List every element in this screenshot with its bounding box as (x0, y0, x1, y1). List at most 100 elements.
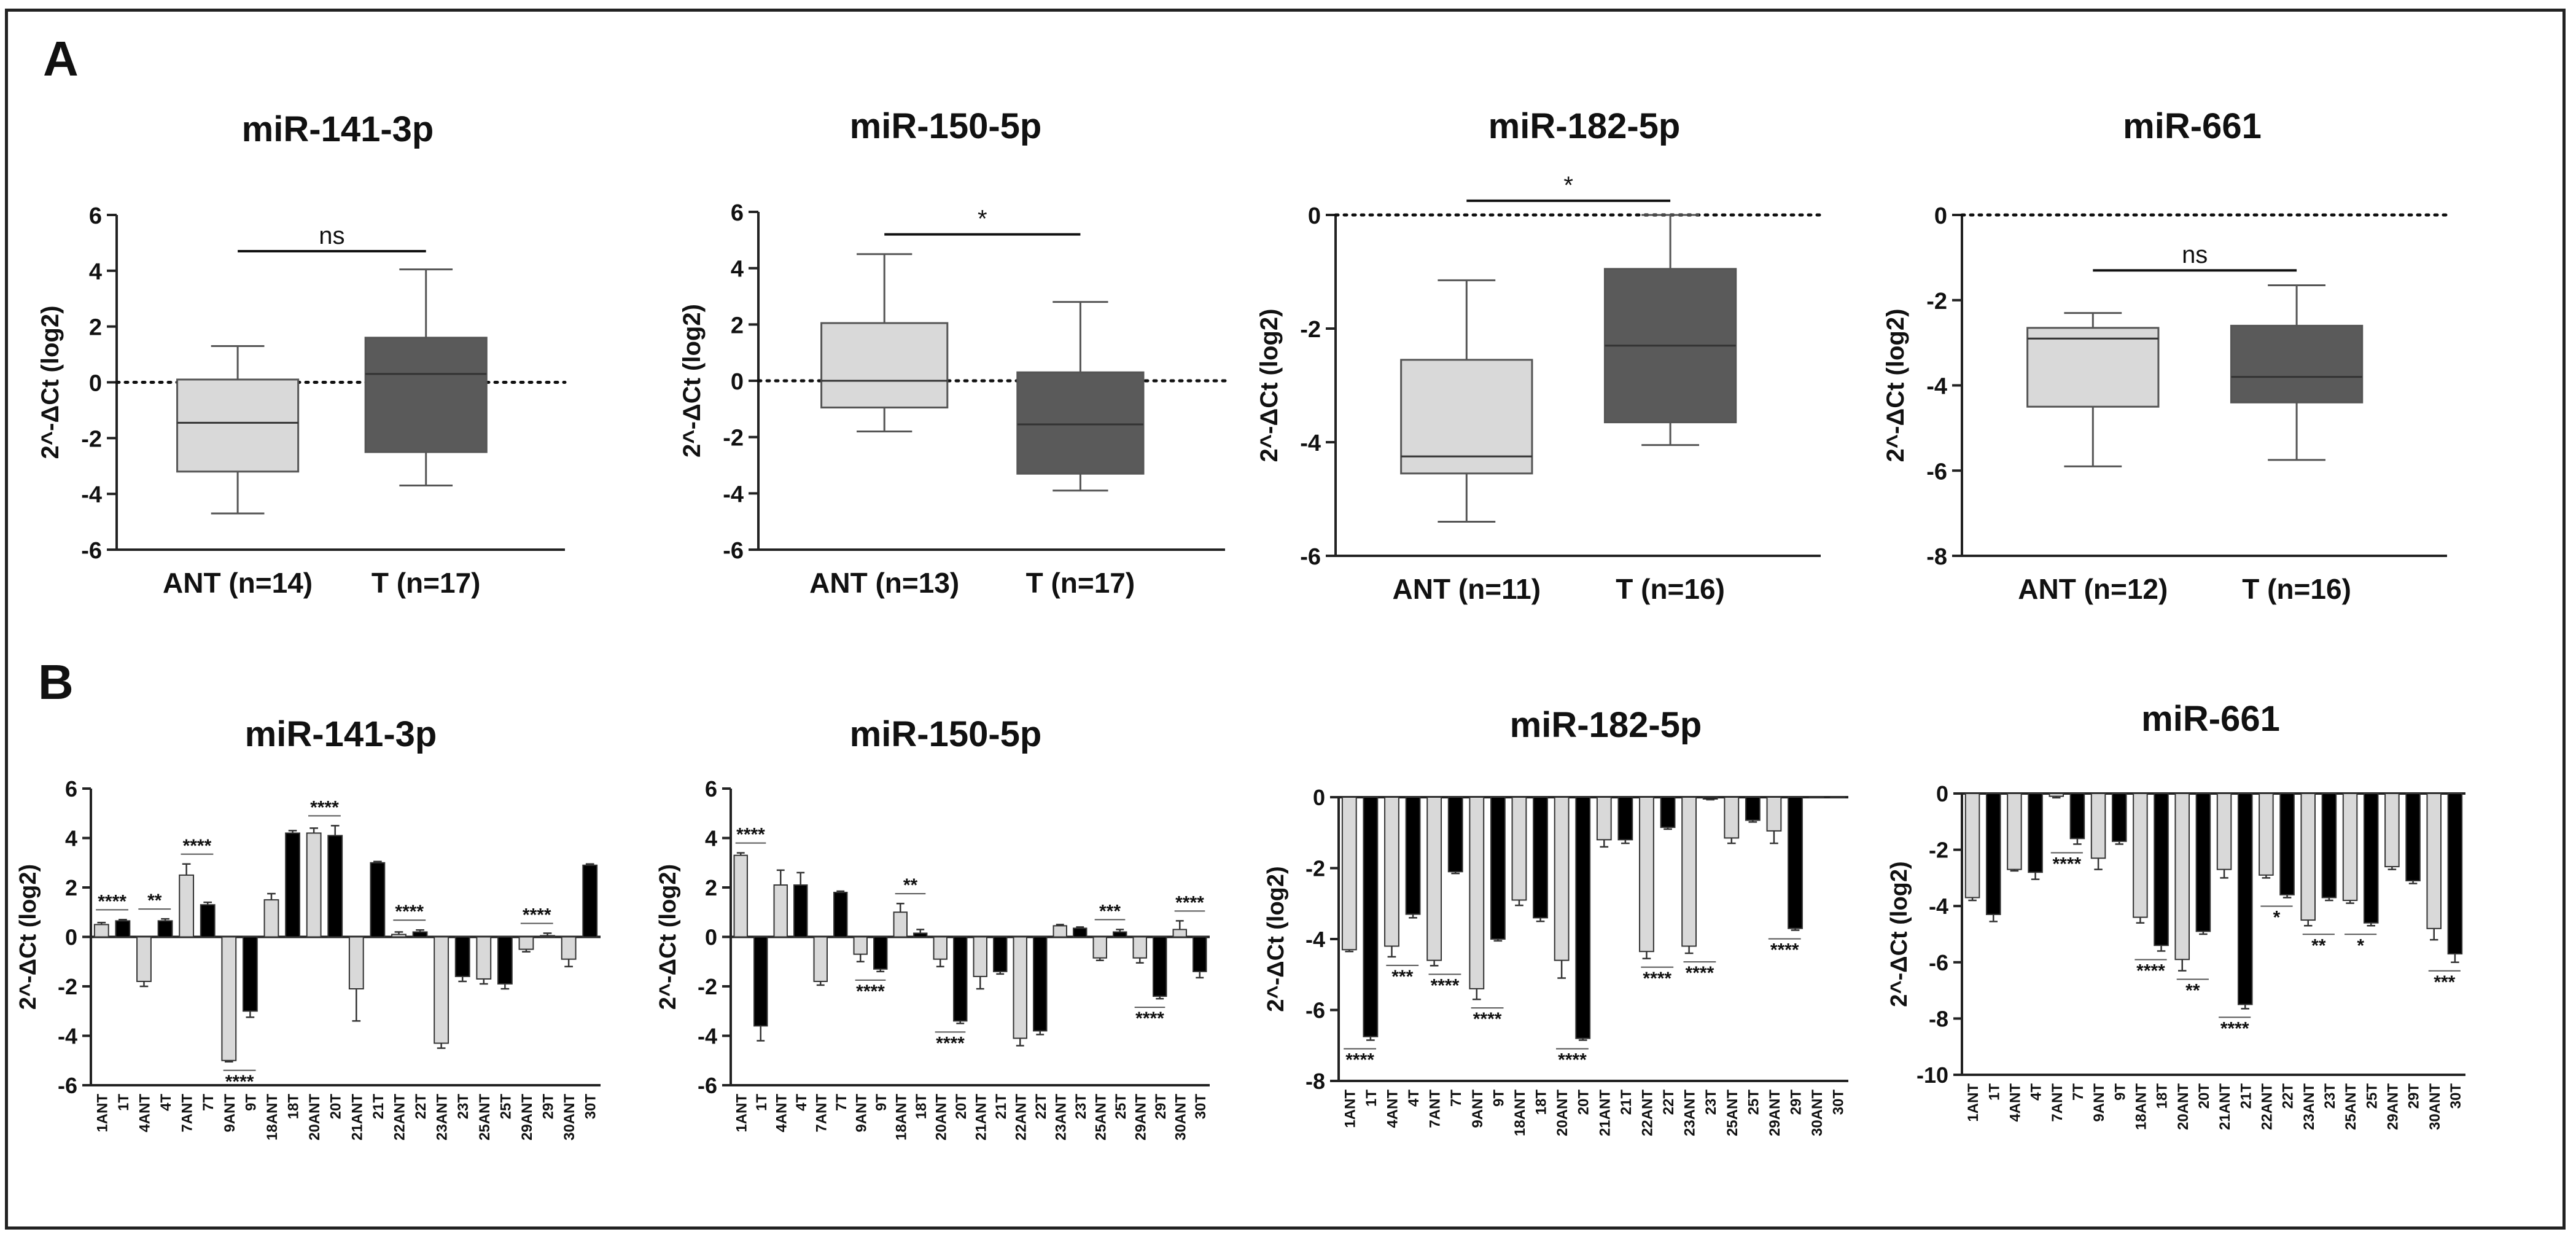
b2-category-label: 7ANT (813, 1094, 830, 1133)
b3-ant-bar (1724, 797, 1740, 839)
b4-significance-label: * (2357, 935, 2364, 956)
b3-significance-label: **** (1473, 1009, 1502, 1029)
b2-ant-bar (773, 884, 788, 938)
a1-t-category-label: T (n=17) (372, 567, 481, 599)
b4-category-label: 18ANT (2133, 1083, 2149, 1130)
b4-category-label: 18T (2154, 1083, 2171, 1109)
a4-y-tick-label: -6 (1926, 459, 1947, 485)
b1-t-bar (412, 931, 428, 938)
b1-category-label: 7T (200, 1094, 217, 1111)
b2-category-label: 25T (1113, 1094, 1129, 1120)
b3-t-bar (1745, 797, 1761, 821)
b1-category-label: 7ANT (179, 1094, 196, 1133)
b3-significance-label: *** (1391, 967, 1413, 987)
b2-significance-label: **** (936, 1033, 965, 1053)
b2-category-label: 23ANT (1053, 1094, 1069, 1141)
b3-category-label: 23ANT (1682, 1090, 1699, 1136)
b4-t-bar (2195, 793, 2211, 932)
b1-y-tick-label: 4 (65, 826, 77, 851)
b4-category-label: 9ANT (2091, 1083, 2107, 1122)
b4-category-label: 25ANT (2343, 1083, 2359, 1130)
a2-y-tick-label: -6 (723, 538, 744, 564)
a4-ant-box (2026, 327, 2160, 408)
b4-category-label: 4T (2028, 1083, 2045, 1101)
b4-category-label: 30ANT (2427, 1083, 2443, 1130)
b4-ant-bar (2300, 793, 2316, 921)
b4-category-label: 23ANT (2301, 1083, 2317, 1130)
b1-ant-bar (561, 936, 577, 960)
b3-category-label: 30ANT (1809, 1090, 1826, 1136)
b4-category-label: 7ANT (2049, 1083, 2066, 1122)
b3-y-axis-label: 2^-ΔCt (log2) (1263, 866, 1289, 1012)
a3-y-axis-label: 2^-ΔCt (log2) (1256, 309, 1283, 462)
b1-t-bar (285, 832, 300, 938)
a2-ant-box (820, 322, 949, 409)
b1-category-label: 25T (497, 1094, 514, 1120)
b2-category-label: 1ANT (733, 1094, 750, 1133)
a4-y-tick-label: -2 (1926, 289, 1947, 314)
b4-category-label: 22ANT (2259, 1083, 2275, 1130)
a3-significance-label: * (1563, 172, 1573, 199)
b3-significance-label: **** (1686, 963, 1714, 983)
b2-y-tick-label: 4 (705, 826, 717, 851)
b1-ant-bar (93, 924, 109, 938)
b4-t-bar (2363, 793, 2379, 924)
a2-y-tick-label: 6 (731, 200, 744, 226)
b4-t-bar (2279, 793, 2295, 895)
b3-category-label: 4ANT (1384, 1090, 1401, 1128)
b3-t-bar (1533, 797, 1548, 919)
b4-ant-bar (2216, 793, 2232, 870)
a1-y-tick-label: 0 (89, 371, 102, 397)
b2-category-label: 4ANT (773, 1094, 790, 1133)
b3-ant-bar (1681, 797, 1697, 947)
b1-category-label: 29T (540, 1094, 557, 1120)
a3-chart-title: miR-182-5p (1488, 106, 1681, 146)
b1-t-bar (582, 864, 598, 938)
a3-y-tick-label: -4 (1300, 431, 1321, 456)
b1-ant-bar (179, 874, 195, 938)
b4-ant-bar (1964, 793, 1980, 899)
a2-y-tick-label: 0 (731, 369, 744, 395)
b2-ant-bar (1053, 925, 1067, 938)
b2-category-label: 22ANT (1013, 1094, 1029, 1141)
b3-category-label: 20T (1576, 1090, 1592, 1115)
b4-ant-bar (2342, 793, 2358, 902)
b1-y-tick-label: 2 (65, 875, 77, 900)
b2-t-bar (833, 892, 848, 938)
b2-y-axis-label: 2^-ΔCt (log2) (655, 864, 681, 1010)
b1-category-label: 9ANT (222, 1094, 238, 1133)
b2-ant-bar (853, 936, 868, 955)
a2-ant-category-label: ANT (n=13) (809, 567, 959, 599)
b4-ant-bar (2174, 793, 2190, 961)
b1-ant-bar (221, 936, 237, 1061)
b1-ant-bar (434, 936, 449, 1044)
a1-y-tick-label: -6 (81, 538, 102, 564)
b4-significance-label: **** (2052, 854, 2081, 874)
b1-significance-label: **** (523, 905, 551, 925)
a2-y-tick-label: -2 (723, 426, 744, 451)
b2-ant-bar (1092, 936, 1107, 959)
a4-y-tick-label: -4 (1926, 374, 1947, 400)
b4-t-bar (1985, 793, 2001, 915)
b3-t-bar (1490, 797, 1506, 940)
b2-category-label: 29ANT (1132, 1094, 1149, 1141)
b3-category-label: 30T (1831, 1090, 1847, 1115)
a4-t-category-label: T (n=16) (2242, 573, 2351, 605)
b1-category-label: 25ANT (477, 1094, 493, 1141)
b3-category-label: 29ANT (1767, 1090, 1783, 1136)
b1-y-tick-label: -2 (58, 974, 77, 999)
b4-t-bar (2447, 793, 2463, 955)
b1-ant-bar (348, 936, 364, 990)
a3-t-category-label: T (n=16) (1616, 573, 1725, 605)
b2-category-label: 22T (1033, 1094, 1049, 1120)
b1-ant-bar (306, 832, 322, 938)
b3-significance-label: **** (1558, 1050, 1587, 1070)
b4-category-label: 20ANT (2175, 1083, 2192, 1130)
a2-significance-label: * (978, 206, 987, 233)
b3-t-bar (1617, 797, 1633, 841)
b2-y-tick-label: 0 (705, 925, 717, 950)
b1-category-label: 23T (455, 1094, 472, 1120)
b2-significance-label: **** (856, 981, 885, 1002)
b2-significance-label: **** (736, 825, 765, 845)
b3-t-bar (1830, 797, 1846, 798)
